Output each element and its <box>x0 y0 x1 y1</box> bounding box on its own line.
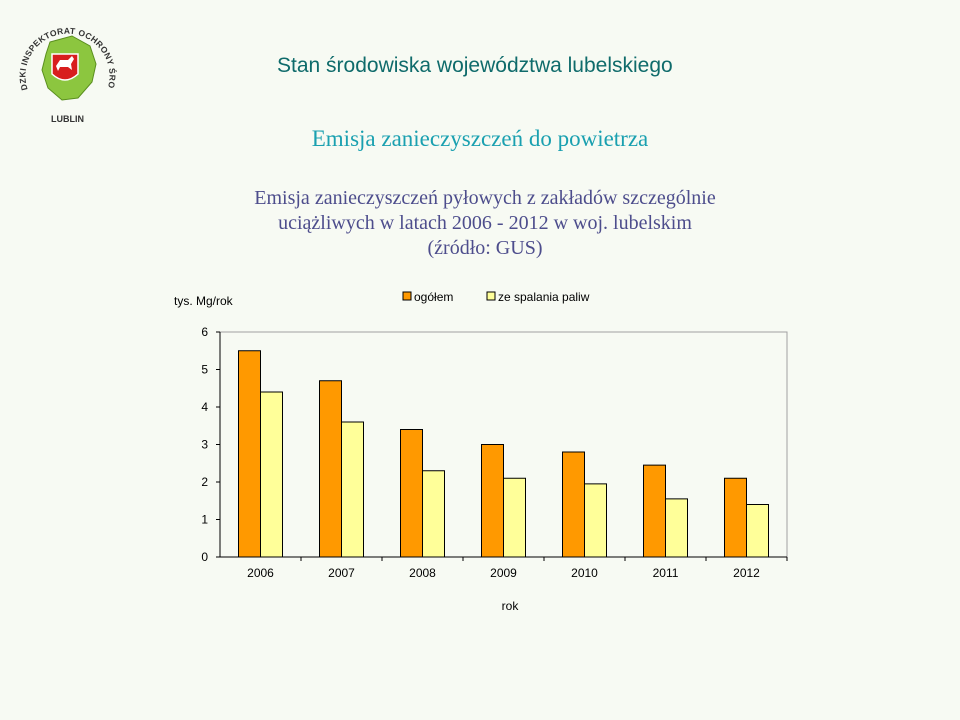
bar-ogolem-2007 <box>319 380 342 558</box>
bar-ogolem-2008 <box>400 429 423 558</box>
legend-swatch-spalanie <box>486 291 496 301</box>
bar-ogolem-2010 <box>562 451 585 558</box>
y-tick-label: 0 <box>201 550 208 564</box>
bar-spalanie-2006 <box>260 391 283 558</box>
y-tick-label: 4 <box>201 400 208 414</box>
y-tick-label: 5 <box>201 363 208 377</box>
x-tick-label: 2007 <box>328 566 355 580</box>
chart-title-line-2: uciążliwych w latach 2006 - 2012 w woj. … <box>278 212 692 234</box>
chart-title-line-3: (źródło: GUS) <box>427 237 543 259</box>
legend-swatch-ogolem <box>402 291 412 301</box>
y-tick-label: 2 <box>201 475 208 489</box>
x-tick-label: 2008 <box>409 566 436 580</box>
wios-logo: WOJEWÓDZKI INSPEKTORAT OCHRONY ŚRODOWISK… <box>6 3 125 127</box>
legend-label-spalanie: ze spalania paliw <box>498 290 590 304</box>
y-tick-label: 3 <box>201 438 208 452</box>
bar-ogolem-2012 <box>724 477 747 558</box>
x-axis-title: rok <box>502 599 520 613</box>
y-tick-label: 1 <box>201 513 208 527</box>
chart-title: Emisja zanieczyszczeń pyłowych z zakładó… <box>160 186 810 261</box>
x-tick-label: 2010 <box>571 566 598 580</box>
y-axis-title: tys. Mg/rok <box>174 294 234 308</box>
section-title: Emisja zanieczyszczeń do powietrza <box>311 126 649 151</box>
header-title: Stan środowiska województwa lubelskiego <box>277 54 673 77</box>
bar-ogolem-2009 <box>481 444 504 558</box>
logo-city: LUBLIN <box>51 114 84 124</box>
bar-spalanie-2010 <box>584 483 607 558</box>
bar-spalanie-2008 <box>422 470 445 558</box>
bar-spalanie-2012 <box>746 504 769 558</box>
bar-spalanie-2011 <box>665 498 688 558</box>
x-tick-label: 2006 <box>247 566 274 580</box>
bar-spalanie-2009 <box>503 477 526 558</box>
x-tick-label: 2011 <box>653 566 679 580</box>
x-tick-label: 2009 <box>490 566 517 580</box>
chart-title-line-1: Emisja zanieczyszczeń pyłowych z zakładó… <box>254 187 716 209</box>
bar-ogolem-2006 <box>238 350 261 558</box>
y-tick-label: 6 <box>201 325 208 339</box>
bar-spalanie-2007 <box>341 421 364 558</box>
x-tick-label: 2012 <box>733 566 760 580</box>
legend-label-ogolem: ogółem <box>414 290 453 304</box>
bar-ogolem-2011 <box>643 464 666 558</box>
